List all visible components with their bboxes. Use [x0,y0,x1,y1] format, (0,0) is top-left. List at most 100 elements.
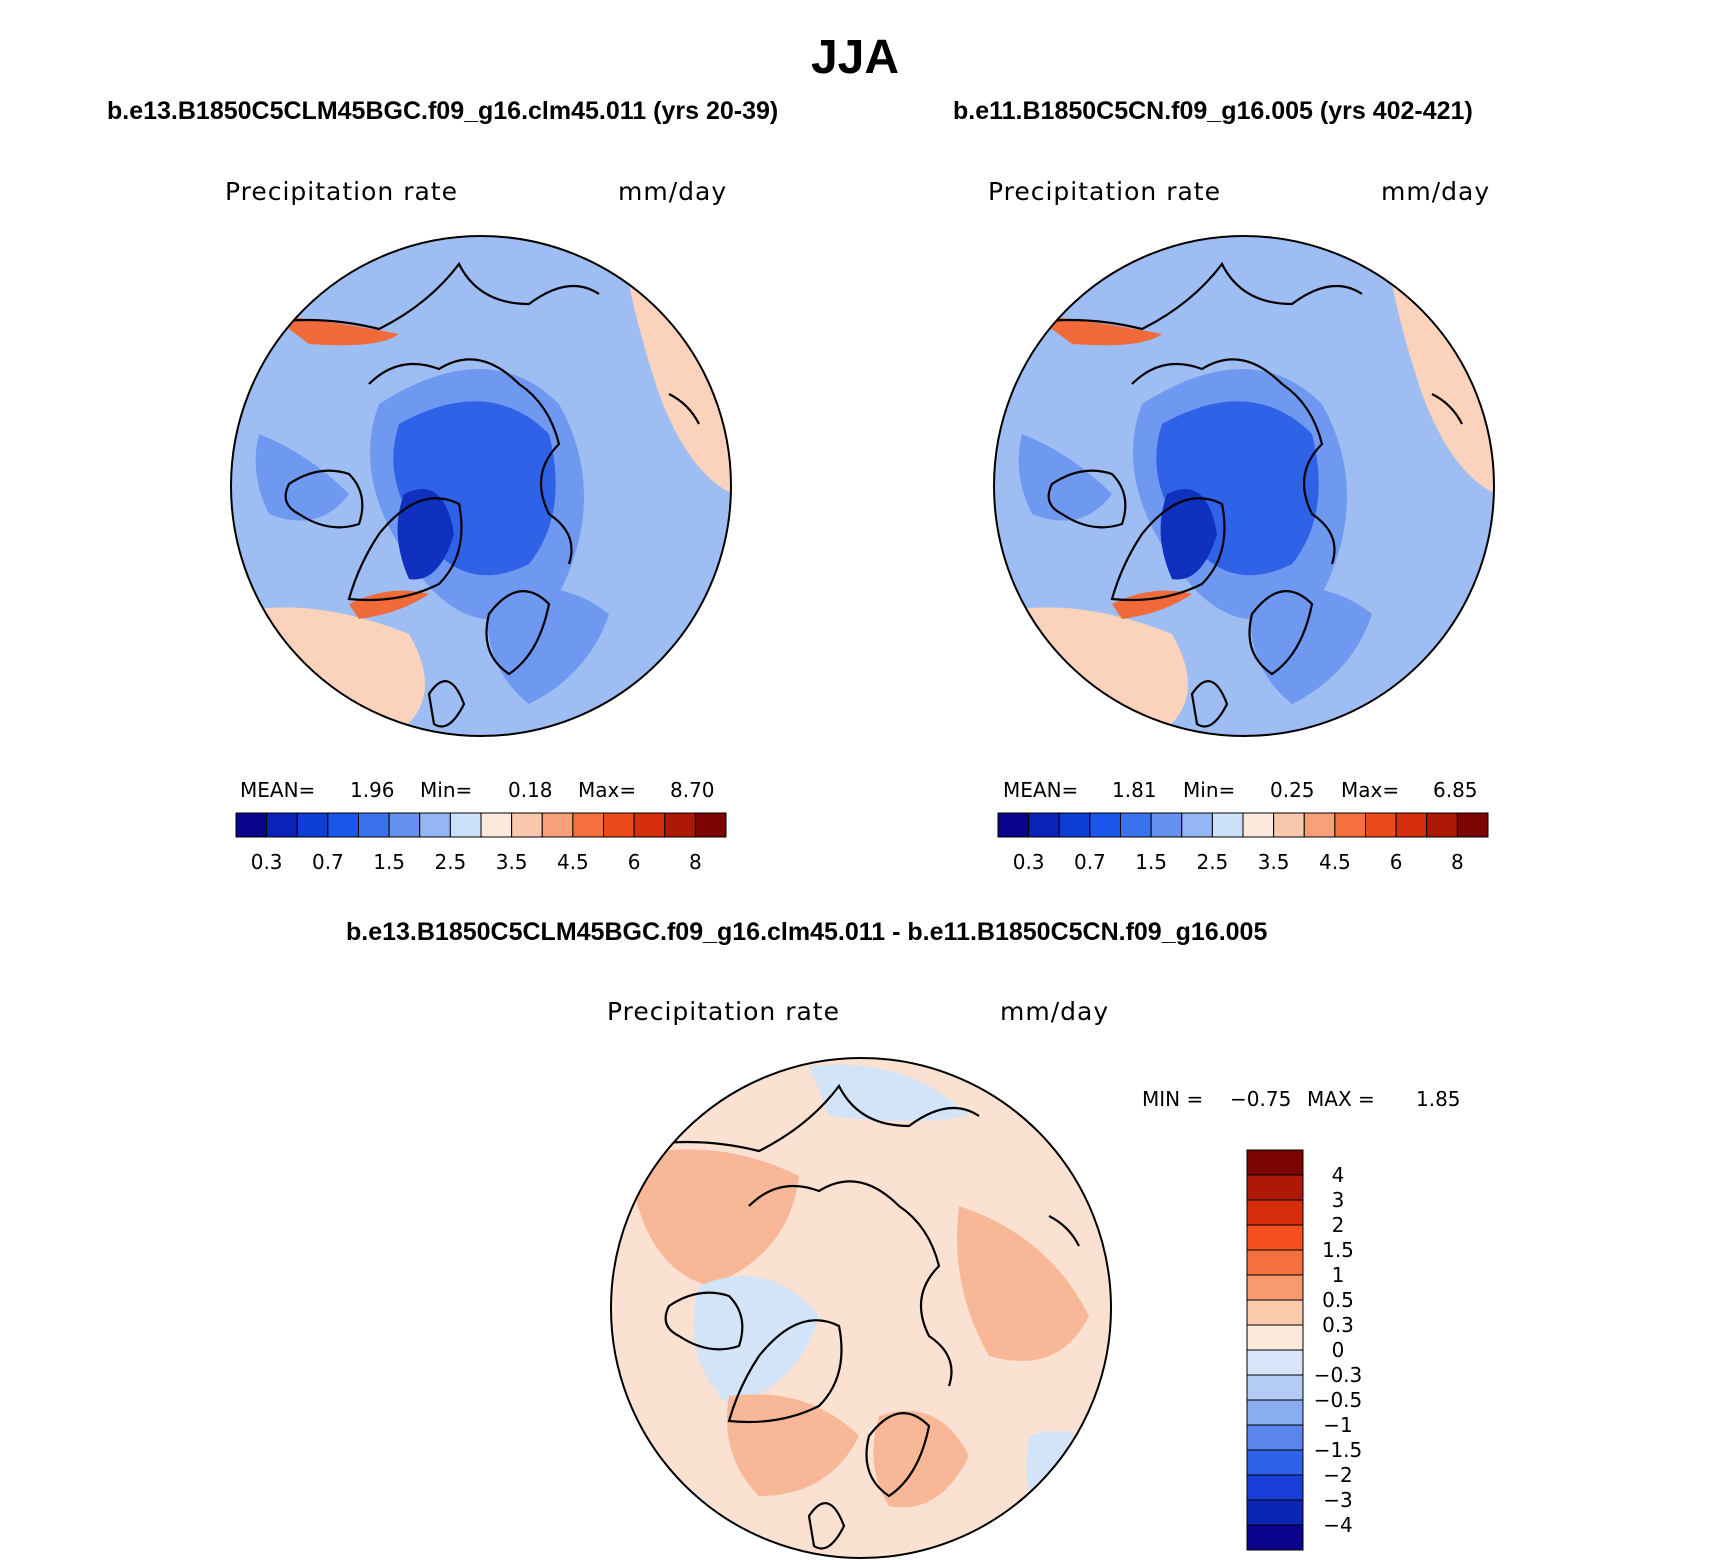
panel2-colorbar-swatch-4 [1120,812,1152,838]
panel2-colorbar-swatch-2 [1058,812,1091,838]
coastline-2 [284,469,364,529]
panel2-colorbar-swatch-12 [1365,812,1397,838]
panel1-colorbar-tick-label-3: 2.5 [434,850,466,874]
panel2-colorbar-swatch-11 [1334,812,1366,838]
coastline-5 [427,680,466,728]
diff-colorbar-tick-label-11: −1.5 [1314,1438,1363,1462]
panel2-colorbar-swatch-9 [1273,812,1305,838]
panel1-colorbar-tick-label-7: 8 [689,850,702,874]
diff-colorbar-swatch-2 [1246,1199,1304,1226]
panel2-variable-label: Precipitation rate [988,177,1221,206]
panel2-max-label: Max= [1341,778,1400,802]
field-region-5 [269,314,399,346]
diff-colorbar-swatch-12 [1246,1449,1304,1476]
coastline-3 [1110,497,1226,602]
diff-colorbar-tick-label-14: −4 [1323,1513,1352,1537]
field-region-6 [349,590,429,619]
field-region-2 [693,1276,819,1406]
panel2-max-value: 6.85 [1433,778,1478,802]
field-region-4 [629,284,731,494]
figure-title: JJA [810,31,900,84]
coastline-4 [865,1412,931,1498]
diff-colorbar-swatch-0 [1246,1149,1304,1176]
map-boundary [230,235,732,737]
panel1-colorbar-swatch-5 [388,812,421,838]
diff-colorbar-swatch-3 [1246,1224,1304,1251]
diff-polar-map [610,1057,1112,1559]
panel1-colorbar-tick-label-4: 3.5 [496,850,528,874]
panel2-mean-label: MEAN= [1003,778,1079,802]
field-region-6 [1112,590,1192,619]
panel2-colorbar-swatch-1 [1028,812,1060,838]
field-region-2 [1160,489,1217,580]
diff-colorbar-tick-label-10: −1 [1323,1413,1352,1437]
diff-case-title: b.e13.B1850C5CLM45BGC.f09_g16.clm45.011 … [346,918,1268,946]
panel2-case-title: b.e11.B1850C5CN.f09_g16.005 (yrs 402-421… [953,97,1473,125]
panel1-colorbar-tick-label-0: 0.3 [251,850,283,874]
panel1-colorbar-tick-label-6: 6 [628,850,641,874]
diff-max-label: MAX = [1307,1087,1375,1111]
coastline-6 [668,393,700,425]
panel1-colorbar-swatch-3 [327,812,359,838]
field-region-7 [1250,587,1372,704]
panel2-colorbar-swatch-5 [1150,812,1183,838]
diff-colorbar-swatch-13 [1246,1474,1304,1501]
diff-colorbar-tick-label-2: 2 [1332,1213,1345,1237]
panel1-mean-value: 1.96 [350,778,395,802]
diff-colorbar-swatch-9 [1246,1374,1304,1401]
field-region-7 [487,587,609,704]
field-region-1 [957,1206,1089,1361]
panel2-units-label: mm/day [1381,177,1491,206]
panel1-mean-label: MEAN= [240,778,316,802]
map-boundary [993,235,1495,737]
diff-colorbar-tick-label-13: −3 [1323,1488,1352,1512]
panel1-variable-label: Precipitation rate [225,177,458,206]
coastline-5 [807,1502,846,1550]
panel2-colorbar-swatch-15 [1456,812,1489,838]
panel2-colorbar-tick-label-6: 6 [1390,850,1403,874]
diff-colorbar-swatch-7 [1246,1324,1304,1351]
diff-colorbar-swatch-11 [1246,1424,1304,1451]
coastline-5 [1190,680,1229,728]
diff-colorbar-swatch-1 [1246,1174,1304,1201]
panel1-polar-map [230,235,732,737]
panel2-polar-map [993,235,1495,737]
panel1-colorbar-swatch-7 [449,812,482,838]
field-region-5 [1032,314,1162,346]
coastline-6 [1048,1215,1080,1247]
panel2-mean-value: 1.81 [1112,778,1157,802]
diff-colorbar-tick-label-8: −0.3 [1314,1363,1363,1387]
panel2-min-label: Min= [1183,778,1236,802]
panel2-colorbar-swatch-13 [1395,812,1428,838]
panel2-colorbar-tick-label-2: 1.5 [1135,850,1167,874]
coastline-0 [258,261,600,331]
panel2-colorbar-swatch-7 [1211,812,1244,838]
panel1-colorbar-swatch-14 [664,812,696,838]
panel1-colorbar: 0.3 0.7 1.5 2.5 3.5 4.5 6 8 [235,812,727,874]
panel2-colorbar-swatch-8 [1242,812,1275,838]
panel2-colorbar-tick-label-7: 8 [1451,850,1464,874]
panel2-colorbar-tick-label-5: 4.5 [1319,850,1351,874]
panel1-max-label: Max= [578,778,637,802]
panel2-colorbar-swatch-10 [1303,812,1336,838]
panel1-colorbar-tick-label-1: 0.7 [312,850,344,874]
coastline-1 [1131,358,1336,565]
coastline-0 [1021,261,1363,331]
panel1-colorbar-swatch-15 [694,812,727,838]
diff-colorbar-swatch-14 [1246,1499,1304,1526]
panel1-min-label: Min= [420,778,473,802]
coastline-2 [664,1291,744,1351]
diff-colorbar-tick-label-4: 1 [1332,1263,1345,1287]
panel1-colorbar-tick-label-2: 1.5 [373,850,405,874]
coastline-3 [347,497,463,602]
diff-colorbar-swatch-10 [1246,1399,1304,1426]
panel2-colorbar-swatch-0 [997,812,1030,838]
panel1-units-label: mm/day [618,177,728,206]
diff-colorbar-tick-label-7: 0 [1332,1338,1345,1362]
diff-colorbar-tick-label-9: −0.5 [1314,1388,1363,1412]
coastline-2 [1047,469,1127,529]
field-region-0 [629,1149,799,1286]
diff-colorbar-tick-label-12: −2 [1323,1463,1352,1487]
coastline-3 [727,1319,843,1424]
